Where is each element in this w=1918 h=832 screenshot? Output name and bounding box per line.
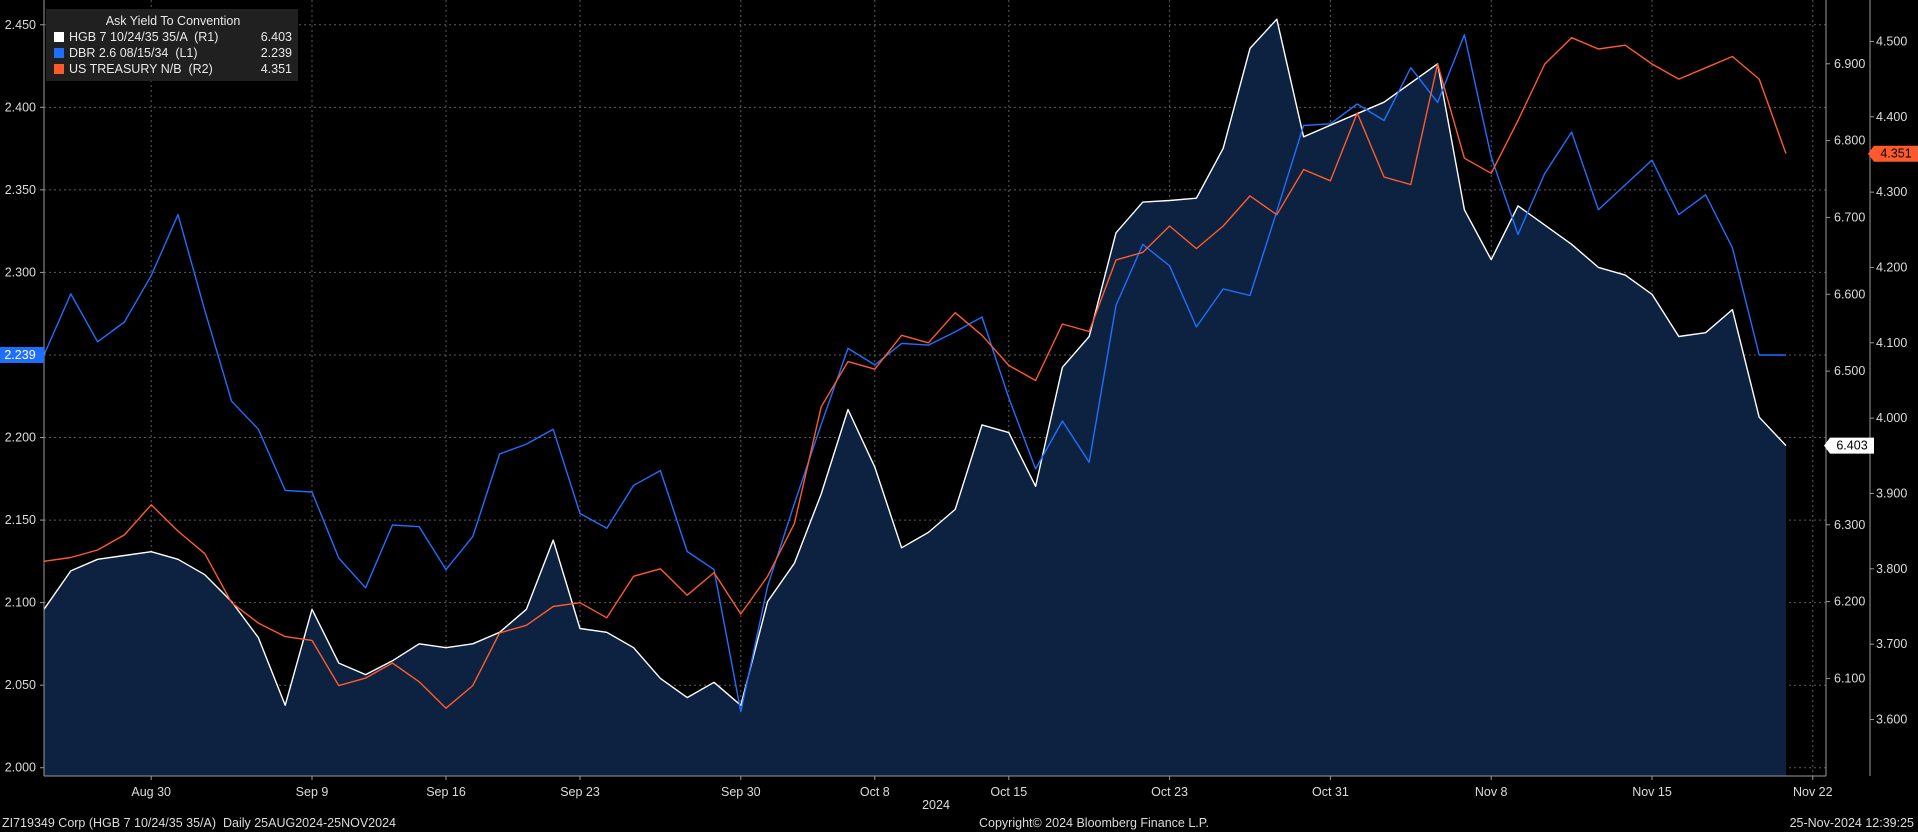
hgb-last-value-tag (1824, 437, 1874, 454)
x-tick-label: Aug 30 (131, 785, 171, 799)
y-tick-label-r2: 4.200 (1876, 260, 1907, 274)
x-tick-label: Sep 9 (296, 785, 329, 799)
y-tick-label-r2: 3.900 (1876, 486, 1907, 500)
x-tick-label: Nov 15 (1632, 785, 1672, 799)
us-last-value-label: 4.351 (1880, 147, 1911, 161)
legend-row-dbr: DBR 2.6 08/15/34 (L1) 2.239 (54, 45, 292, 61)
dbr-last-value-tag (0, 346, 44, 363)
legend-name-dbr: DBR 2.6 08/15/34 (L1) (69, 46, 198, 60)
legend-name-ust: US TREASURY N/B (R2) (69, 62, 213, 76)
footer-security-info: ZI719349 Corp (HGB 7 10/24/35 35/A) Dail… (2, 816, 396, 830)
legend-row-ust: US TREASURY N/B (R2) 4.351 (54, 61, 292, 77)
y-tick-label-left: 2.100 (5, 596, 36, 610)
legend-value-hgb: 6.403 (260, 30, 292, 44)
legend-row-hgb: HGB 7 10/24/35 35/A (R1) 6.403 (54, 29, 292, 45)
y-tick-label-r2: 4.400 (1876, 110, 1907, 124)
legend-title: Ask Yield To Convention (105, 14, 241, 28)
dbr-series-line (43, 34, 1786, 713)
x-tick-label: Oct 8 (860, 785, 890, 799)
hgb-series-line (43, 18, 1787, 706)
y-tick-label-r2: 3.600 (1876, 712, 1907, 726)
x-tick-label: Nov 22 (1793, 785, 1833, 799)
footer-copyright: Copyright© 2024 Bloomberg Finance L.P. (979, 816, 1209, 830)
us-last-value-tag (1868, 145, 1918, 162)
hgb-area-layer (44, 19, 1786, 776)
y-tick-label-r1: 6.600 (1834, 287, 1865, 301)
y-tick-label-r1: 6.100 (1834, 671, 1865, 685)
x-tick-label: Sep 16 (426, 785, 466, 799)
legend-name-hgb: HGB 7 10/24/35 35/A (R1) (69, 30, 219, 44)
x-tick-label: Sep 23 (560, 785, 600, 799)
y-tick-label-left: 2.150 (5, 513, 36, 527)
axis-layer: 2.0002.0502.1002.1502.2002.2502.3002.350… (0, 0, 1918, 799)
y-tick-label-r2: 3.700 (1876, 637, 1907, 651)
x-tick-label: Oct 31 (1312, 785, 1349, 799)
y-tick-label-r1: 6.200 (1834, 595, 1865, 609)
y-tick-label-left: 2.300 (5, 265, 36, 279)
y-tick-label-r1: 6.900 (1834, 57, 1865, 71)
y-tick-label-left: 2.400 (5, 100, 36, 114)
y-tick-label-r2: 4.100 (1876, 336, 1907, 350)
y-tick-label-r1: 6.500 (1834, 364, 1865, 378)
x-tick-label: Nov 8 (1475, 785, 1508, 799)
y-tick-label-r1: 6.700 (1834, 210, 1865, 224)
y-tick-label-r2: 3.800 (1876, 562, 1907, 576)
y-tick-label-left: 2.050 (5, 678, 36, 692)
legend: Ask Yield To Convention HGB 7 10/24/35 3… (46, 9, 298, 81)
us-series-line (43, 37, 1787, 709)
legend-value-dbr: 2.239 (260, 46, 292, 60)
y-tick-label-r1: 6.300 (1834, 518, 1865, 532)
legend-swatch-hgb (54, 32, 64, 42)
x-tick-label: Oct 15 (990, 785, 1027, 799)
legend-value-ust: 4.351 (260, 62, 292, 76)
x-axis-year-label: 2024 (922, 798, 950, 812)
x-tick-label: Sep 30 (721, 785, 761, 799)
hgb-last-value-label: 6.403 (1836, 439, 1867, 453)
legend-swatch-dbr (54, 48, 64, 58)
y-tick-label-left: 2.000 (5, 761, 36, 775)
y-tick-label-left: 2.450 (5, 18, 36, 32)
y-tick-label-left: 2.200 (5, 431, 36, 445)
y-tick-label-left: 2.350 (5, 183, 36, 197)
dbr-last-value-label: 2.239 (4, 348, 35, 362)
y-tick-label-r2: 4.500 (1876, 34, 1907, 48)
y-tick-label-r1: 6.800 (1834, 134, 1865, 148)
footer-timestamp: 25-Nov-2024 12:39:25 (1789, 816, 1914, 830)
line-layer (43, 18, 1787, 713)
y-tick-label-r2: 4.000 (1876, 411, 1907, 425)
legend-swatch-ust (54, 64, 64, 74)
x-tick-label: Oct 23 (1151, 785, 1188, 799)
y-tick-label-r2: 4.300 (1876, 185, 1907, 199)
hgb-area-fill (44, 19, 1786, 776)
